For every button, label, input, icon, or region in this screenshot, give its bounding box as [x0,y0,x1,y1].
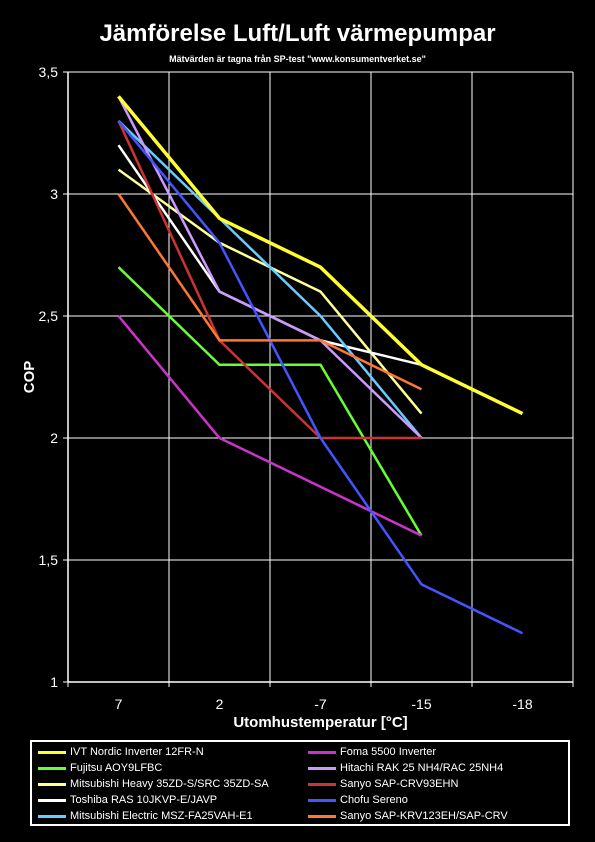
x-tick-label: 2 [216,696,224,712]
y-tick-label: 2,5 [39,308,59,324]
legend-item: Chofu Sereno [308,792,408,808]
x-tick-label: 7 [115,696,123,712]
legend-swatch [38,782,66,786]
legend-label: Toshiba RAS 10JKVP-E/JAVP [70,794,218,806]
legend-item: Fujitsu AOY9LFBC [38,760,162,776]
series-line [117,120,524,635]
legend-label: Sanyo SAP-KRV123EH/SAP-CRV [340,810,508,822]
x-tick-label: -15 [411,696,431,712]
y-tick-label: 1 [50,674,58,690]
legend-swatch [308,750,336,754]
legend-swatch [308,798,336,802]
legend-label: Hitachi RAK 25 NH4/RAC 25NH4 [340,762,504,774]
legend-swatch [38,750,66,754]
series-line [117,95,423,439]
series-lines [117,95,524,635]
series-line [117,266,423,537]
chart-title: Jämförelse Luft/Luft värmepumpar [99,20,496,47]
chart-subtitle: Mätvärden är tagna från SP-test "www.kon… [169,54,426,64]
legend-swatch [38,766,66,770]
legend-swatch [38,814,66,818]
legend-item: Sanyo SAP-KRV123EH/SAP-CRV [308,808,508,824]
x-axis-label: Utomhustemperatur [°C] [233,714,407,731]
y-tick-label: 2 [50,430,58,446]
grid-lines [67,71,574,683]
legend-item: Mitsubishi Electric MSZ-FA25VAH-E1 [38,808,253,824]
legend-item: Foma 5500 Inverter [308,744,436,760]
legend: IVT Nordic Inverter 12FR-N Fujitsu AOY9LF… [30,740,570,826]
x-tick-label: -18 [512,696,532,712]
y-tick-label: 3 [50,186,58,202]
legend-label: Mitsubishi Heavy 35ZD-S/SRC 35ZD-SA [70,778,269,790]
x-tick-label: -7 [314,696,327,712]
series-line [117,95,524,416]
series-line [117,193,423,391]
series-line [117,120,422,440]
legend-label: IVT Nordic Inverter 12FR-N [70,746,204,758]
legend-item: Sanyo SAP-CRV93EHN [308,776,458,792]
legend-item: Toshiba RAS 10JKVP-E/JAVP [38,792,217,808]
axes [63,71,574,687]
legend-label: Fujitsu AOY9LFBC [70,762,163,774]
y-tick-label: 1,5 [39,552,59,568]
legend-label: Chofu Sereno [340,794,408,806]
legend-label: Sanyo SAP-CRV93EHN [340,778,459,790]
legend-swatch [308,814,336,818]
y-tick-label: 3,5 [39,64,59,80]
legend-swatch [308,782,336,786]
axis-labels: 1 1,5 2 2,5 3 3,5 7 2 -7 -15 -18 Utomhustemperatur … [21,64,533,731]
legend-swatch [308,766,336,770]
legend-swatch [38,798,66,802]
y-axis-label: COP [21,361,38,394]
legend-item: Mitsubishi Heavy 35ZD-S/SRC 35ZD-SA [38,776,269,792]
series-line [117,119,423,439]
legend-item: Hitachi RAK 25 NH4/RAC 25NH4 [308,760,503,776]
legend-label: Mitsubishi Electric MSZ-FA25VAH-E1 [70,810,253,822]
legend-item: IVT Nordic Inverter 12FR-N [38,744,204,760]
legend-label: Foma 5500 Inverter [340,746,436,758]
